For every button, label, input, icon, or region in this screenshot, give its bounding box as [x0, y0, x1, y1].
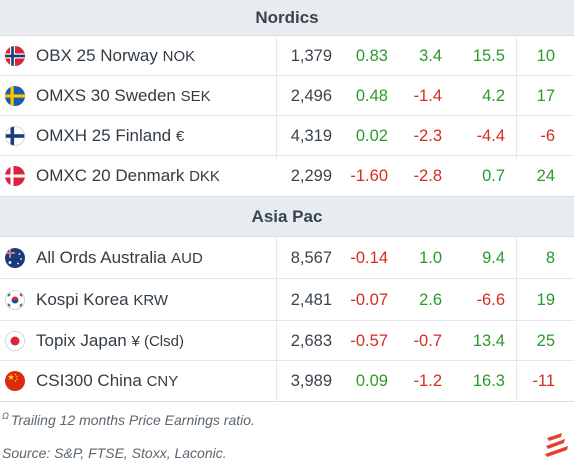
south-korea-flag-icon — [5, 289, 25, 310]
index-name: All Ords Australia AUD — [36, 248, 203, 267]
pe-ratio: 10 — [536, 47, 555, 65]
day-change: 0.09 — [355, 372, 388, 390]
index-name: OBX 25 Norway NOK — [36, 46, 196, 65]
china-flag-icon — [5, 371, 25, 391]
column-divider — [516, 37, 517, 159]
ytd-change: 15.5 — [472, 47, 505, 65]
currency-label: NOK — [162, 48, 196, 65]
ytd-change: 13.4 — [472, 332, 505, 350]
week-change: -0.7 — [413, 332, 442, 350]
index-value: 8,567 — [290, 249, 332, 267]
table-row[interactable]: All Ords Australia AUD 8,567 -0.14 1.0 9… — [0, 237, 574, 279]
pe-ratio: 8 — [545, 249, 555, 267]
pe-ratio: -11 — [532, 372, 555, 390]
index-name: OMXC 20 Denmark DKK — [36, 166, 220, 185]
ytd-change: 4.2 — [482, 87, 505, 105]
index-name: Topix Japan ¥ (Clsd) — [36, 331, 184, 350]
index-name: OMXS 30 Sweden SEK — [36, 86, 211, 105]
ytd-change: -4.4 — [476, 127, 505, 145]
index-name: CSI300 China CNY — [36, 371, 179, 390]
week-change: -1.4 — [413, 87, 442, 105]
pe-ratio: 19 — [536, 291, 555, 309]
index-value: 2,299 — [290, 167, 332, 185]
index-value: 3,989 — [290, 372, 332, 390]
week-change: -2.3 — [413, 127, 442, 145]
pe-ratio: 25 — [536, 332, 555, 350]
currency-label: SEK — [180, 88, 211, 105]
footnote-text: Trailing 12 months Price Earnings ratio. — [10, 412, 255, 428]
week-change: 2.6 — [419, 291, 442, 309]
day-change: 0.83 — [355, 47, 388, 65]
section-header-nordics: Nordics — [0, 0, 574, 36]
laconic-logo-icon — [544, 430, 570, 460]
table-row[interactable]: CSI300 China CNY 3,989 0.09 -1.2 16.3 -1… — [0, 361, 574, 401]
column-divider — [276, 37, 277, 159]
ytd-change: 9.4 — [482, 249, 505, 267]
currency-label: ¥ (Clsd) — [131, 333, 184, 350]
index-name: Kospi Korea KRW — [36, 290, 169, 309]
table-row[interactable]: OBX 25 Norway NOK 1,379 0.83 3.4 15.5 10 — [0, 36, 574, 76]
table-row[interactable]: Topix Japan ¥ (Clsd) 2,683 -0.57 -0.7 13… — [0, 321, 574, 361]
index-value: 4,319 — [290, 127, 332, 145]
currency-label: CNY — [146, 373, 179, 390]
table-row[interactable]: OMXH 25 Finland € 4,319 0.02 -2.3 -4.4 -… — [0, 116, 574, 156]
norway-flag-icon — [5, 45, 25, 66]
pe-ratio: -6 — [540, 127, 555, 145]
japan-flag-icon — [5, 330, 25, 351]
index-value: 2,481 — [290, 291, 332, 309]
currency-label: AUD — [171, 250, 203, 267]
week-change: 3.4 — [419, 47, 442, 65]
column-divider — [276, 237, 277, 401]
currency-label: DKK — [189, 168, 220, 185]
footnote-pe: Ω Trailing 12 months Price Earnings ratio… — [2, 411, 255, 428]
footnote-marker: Ω — [2, 411, 9, 421]
section-title: Nordics — [255, 7, 319, 27]
ytd-change: -6.6 — [476, 291, 505, 309]
day-change: -0.14 — [350, 249, 388, 267]
day-change: 0.02 — [355, 127, 388, 145]
source-note: Source: S&P, FTSE, Stoxx, Laconic. — [2, 445, 227, 461]
index-value: 2,683 — [290, 332, 332, 350]
pe-ratio: 24 — [536, 167, 555, 185]
week-change: 1.0 — [419, 249, 442, 267]
table-bottom-border — [0, 401, 574, 402]
pe-ratio: 17 — [536, 87, 555, 105]
day-change: -0.07 — [350, 291, 388, 309]
day-change: -0.57 — [350, 332, 388, 350]
index-value: 1,379 — [290, 47, 332, 65]
day-change: -1.60 — [350, 167, 388, 185]
table-row[interactable]: OMXC 20 Denmark DKK 2,299 -1.60 -2.8 0.7… — [0, 156, 574, 196]
market-table: Nordics OBX 25 Norway NOK 1,379 0.83 3.4… — [0, 0, 574, 402]
ytd-change: 16.3 — [472, 372, 505, 390]
week-change: -2.8 — [413, 167, 442, 185]
column-divider — [516, 237, 517, 401]
day-change: 0.48 — [355, 87, 388, 105]
table-row[interactable]: OMXS 30 Sweden SEK 2,496 0.48 -1.4 4.2 1… — [0, 76, 574, 116]
index-value: 2,496 — [290, 87, 332, 105]
ytd-change: 0.7 — [482, 167, 505, 185]
section-header-asia-pac: Asia Pac — [0, 196, 574, 237]
index-name: OMXH 25 Finland € — [36, 126, 185, 145]
denmark-flag-icon — [5, 166, 25, 186]
currency-label: € — [175, 128, 185, 145]
week-change: -1.2 — [413, 372, 442, 390]
currency-label: KRW — [133, 292, 169, 309]
sweden-flag-icon — [5, 85, 25, 106]
finland-flag-icon — [5, 125, 25, 146]
section-title: Asia Pac — [251, 206, 323, 226]
table-row[interactable]: Kospi Korea KRW 2,481 -0.07 2.6 -6.6 19 — [0, 279, 574, 321]
australia-flag-icon — [5, 247, 25, 268]
